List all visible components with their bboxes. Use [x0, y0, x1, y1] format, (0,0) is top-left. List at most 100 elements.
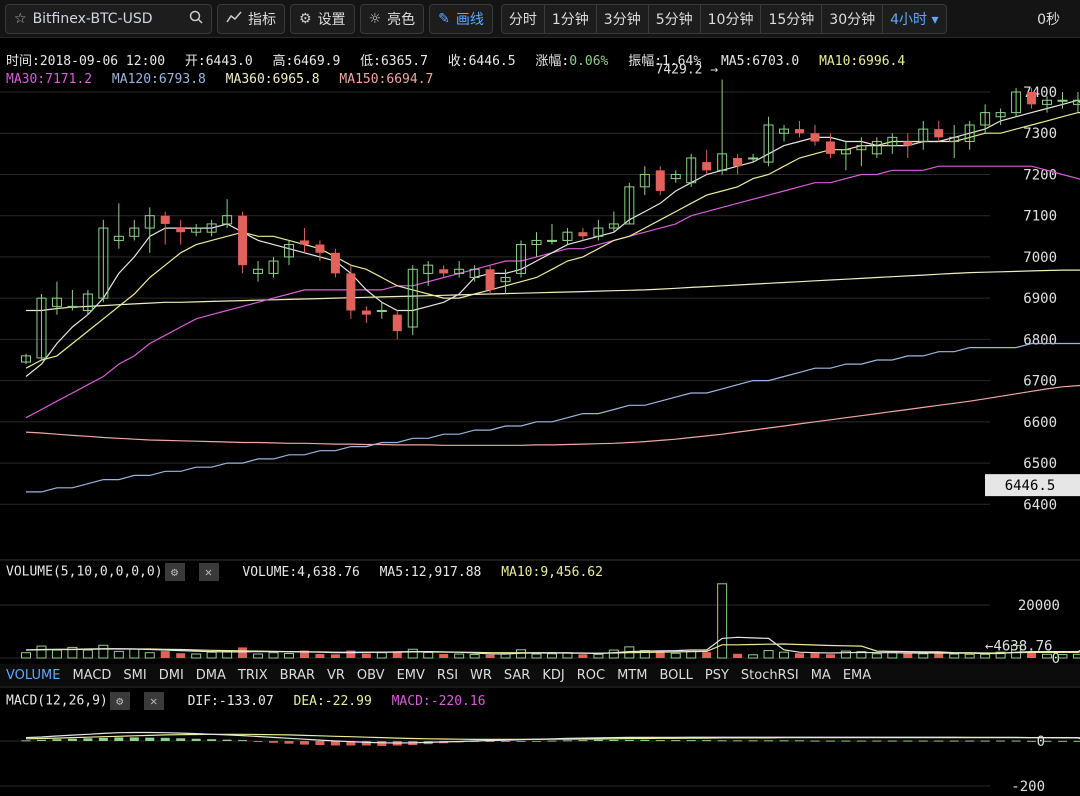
macd-histogram-bar [532, 741, 542, 742]
indicator-tab-kdj[interactable]: KDJ [542, 667, 565, 683]
volume-bar [825, 654, 835, 658]
volume-bar [51, 649, 62, 659]
macd-histogram-bar [67, 738, 77, 741]
volume-bar [903, 653, 913, 658]
volume-bar [439, 654, 449, 658]
indicator-tab-roc[interactable]: ROC [576, 667, 606, 683]
macd-histogram-bar [299, 741, 309, 745]
macd-histogram-bar [810, 740, 820, 742]
candle-body [67, 305, 78, 308]
candle-body [546, 239, 557, 242]
macd-dif-line [25, 731, 1080, 744]
macd-histogram-bar [609, 739, 619, 741]
macd-histogram-bar [284, 741, 294, 744]
indicator-tab-psy[interactable]: PSY [704, 667, 729, 683]
candle-body [98, 227, 109, 299]
period-4[interactable]: 10分钟 [700, 3, 762, 34]
indicator-tab-macd[interactable]: MACD [72, 667, 112, 683]
volume-bar [1042, 653, 1053, 659]
volume-bar [376, 652, 387, 659]
indicator-tab-smi[interactable]: SMI [123, 667, 147, 683]
volume-bar [578, 654, 588, 658]
candle-body [315, 244, 325, 253]
volume-bar [918, 653, 929, 659]
candle-body [361, 310, 371, 315]
indicator-tab-ma[interactable]: MA [810, 667, 831, 683]
macd-histogram-bar [516, 741, 526, 742]
candle-body [283, 244, 294, 258]
indicator-tab-ema[interactable]: EMA [842, 667, 872, 683]
macd-histogram-bar [903, 740, 913, 742]
candle-body [500, 277, 511, 283]
indicator-tab-trix[interactable]: TRIX [237, 667, 268, 683]
volume-info: VOLUME(5,10,0,0,0,0) ⚙ ✕ VOLUME:4,638.76 M… [6, 563, 615, 581]
volume-bar [871, 653, 882, 659]
search-icon[interactable] [189, 10, 203, 28]
ma120-line [26, 342, 1080, 493]
star-icon[interactable]: ☆ [14, 10, 27, 27]
volume-bar [315, 654, 325, 658]
ohlc-change-value: 0.06% [569, 54, 609, 69]
period-2[interactable]: 3分钟 [596, 3, 649, 34]
macd-close-icon[interactable]: ✕ [143, 692, 164, 710]
indicator-tab-boll[interactable]: BOLL [659, 667, 693, 683]
ma10-line [25, 111, 1080, 369]
indicator-tab-stochrsi[interactable]: StochRSI [740, 667, 799, 683]
indicator-tab-dma[interactable]: DMA [195, 667, 226, 683]
indicator-tab-sar[interactable]: SAR [503, 667, 531, 683]
indicator-tab-vr[interactable]: VR [326, 667, 345, 683]
volume-tick-0: 20000 [1018, 598, 1060, 614]
ma120-label: MA120:6793.8 [111, 72, 206, 87]
gear-icon: ⚙ [299, 10, 312, 27]
indicator-tab-obv[interactable]: OBV [356, 667, 385, 683]
period-7[interactable]: 4小时 ▾ [883, 3, 947, 34]
volume-bar [1072, 653, 1080, 659]
period-5[interactable]: 15分钟 [761, 3, 823, 34]
theme-button[interactable]: ☼ 亮色 [359, 3, 425, 34]
volume-bar [129, 648, 140, 659]
indicator-tab-rsi[interactable]: RSI [436, 667, 459, 683]
period-3[interactable]: 5分钟 [648, 3, 701, 34]
symbol-search[interactable]: ☆ Bitfinex-BTC-USD [5, 3, 212, 34]
candle-body [949, 136, 960, 142]
volume-bar [144, 652, 155, 659]
candle-body [1072, 99, 1080, 105]
indicator-tab-dmi[interactable]: DMI [158, 667, 184, 683]
candle-body [1057, 99, 1068, 102]
ohlc-change-label: 涨幅: [535, 54, 570, 69]
volume-bar [856, 651, 867, 659]
volume-close-icon[interactable]: ✕ [198, 563, 219, 581]
settings-button[interactable]: ⚙ 设置 [290, 3, 355, 34]
candle-body [531, 239, 542, 246]
candle-body [871, 140, 882, 155]
macd-settings-icon[interactable]: ⚙ [109, 692, 130, 710]
candle-body [129, 227, 140, 237]
volume-value: VOLUME:4,638.76 [242, 564, 360, 580]
period-0[interactable]: 分时 [500, 3, 545, 34]
volume-bar [763, 650, 774, 659]
indicator-tab-brar[interactable]: BRAR [279, 667, 315, 683]
period-1[interactable]: 1分钟 [544, 3, 597, 34]
candle-body [748, 157, 759, 160]
ma360-label: MA360:6965.8 [225, 72, 320, 87]
period-6[interactable]: 30分钟 [822, 3, 884, 34]
indicator-tab-emv[interactable]: EMV [396, 667, 425, 683]
volume-bar [268, 652, 279, 659]
candle-body [608, 223, 619, 229]
ma150-line [25, 384, 1080, 446]
candle-body [222, 215, 233, 225]
volume-settings-icon[interactable]: ⚙ [164, 563, 185, 581]
volume-bar [840, 650, 851, 659]
indicator-tab-wr[interactable]: WR [470, 667, 492, 683]
macd-histogram-bar [83, 738, 93, 741]
indicator-tab-volume[interactable]: VOLUME [6, 667, 61, 683]
indicator-tab-mtm[interactable]: MTM [617, 667, 648, 683]
draw-button[interactable]: ✎ 画线 [429, 3, 493, 34]
volume-bar [346, 650, 356, 658]
macd-dea: DEA:-22.99 [293, 693, 372, 709]
candle-body [423, 264, 434, 274]
indicators-button[interactable]: 指标 [217, 3, 285, 34]
macd-histogram-bar [547, 740, 557, 742]
volume-bar [392, 651, 402, 658]
